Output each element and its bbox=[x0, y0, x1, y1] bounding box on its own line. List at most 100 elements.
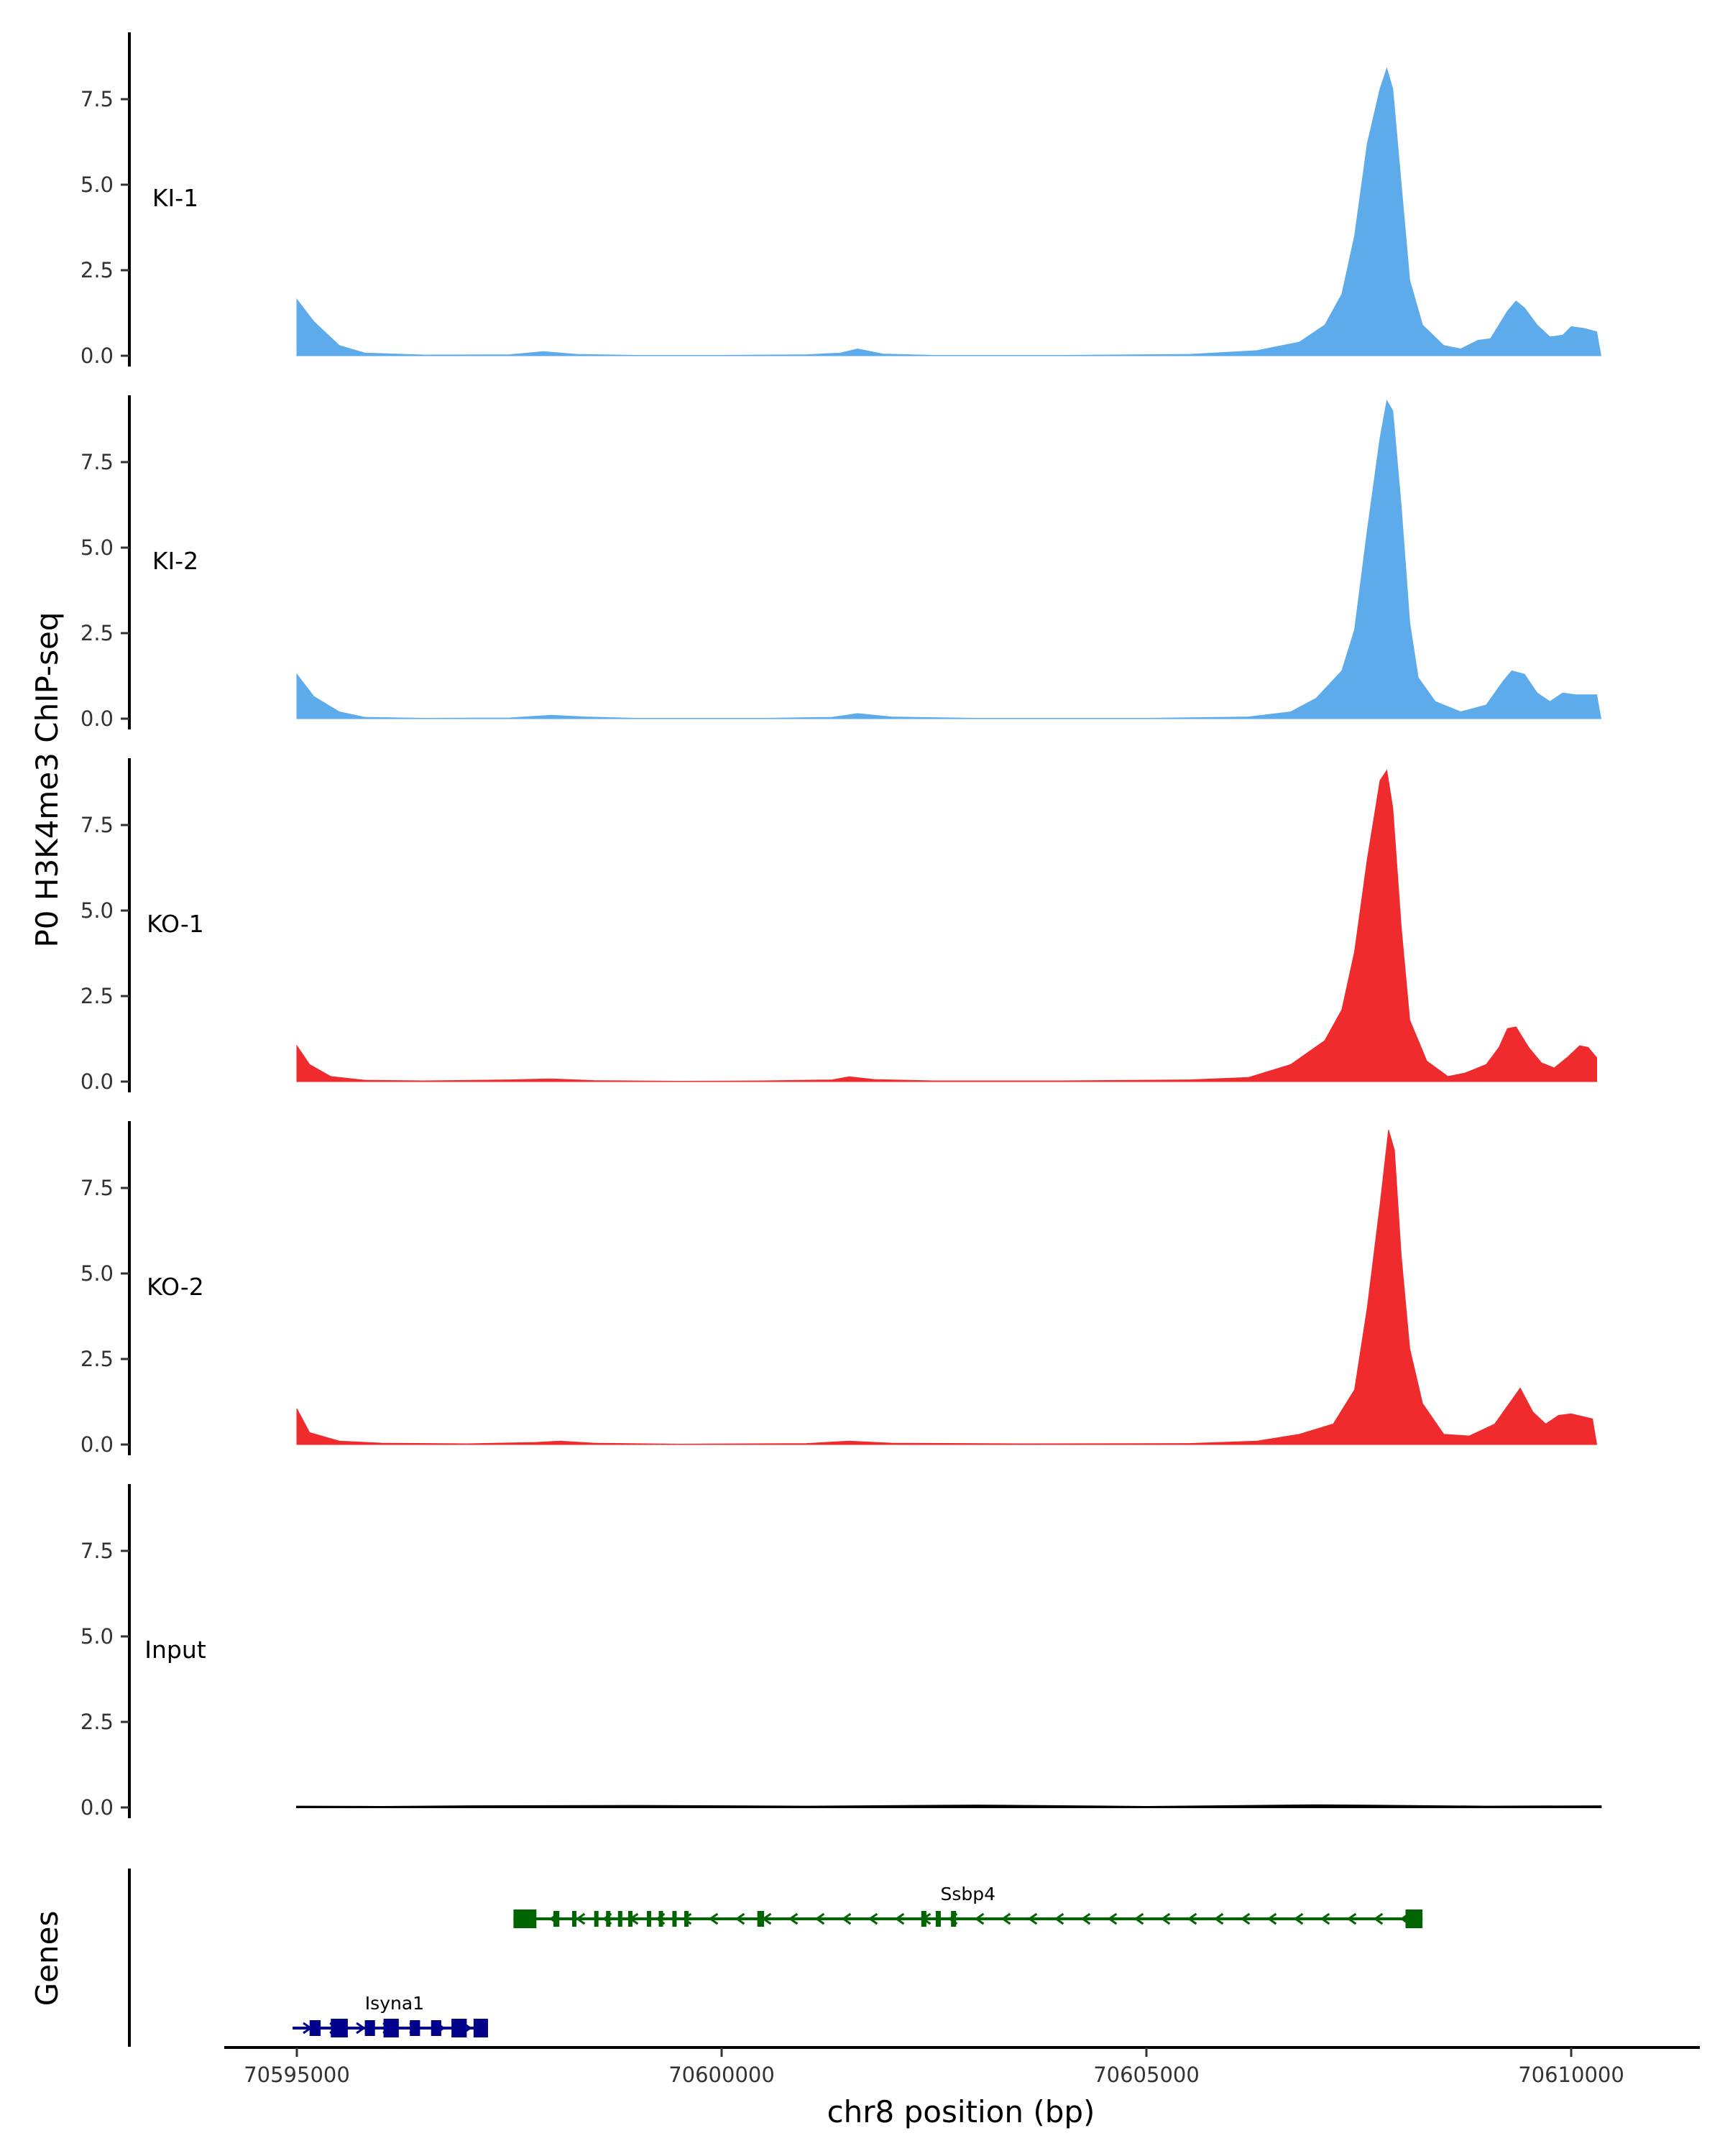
strand-chevron bbox=[841, 1912, 852, 1925]
strand-chevron bbox=[735, 1912, 745, 1925]
gene-exon bbox=[935, 1911, 941, 1927]
gene-exon bbox=[431, 2020, 441, 2036]
gene-exon bbox=[594, 1911, 599, 1927]
strand-chevron bbox=[1080, 1912, 1091, 1925]
gene-exon bbox=[553, 1911, 560, 1927]
coverage-area bbox=[296, 67, 1601, 356]
y-tick-label: 2.5 bbox=[80, 984, 114, 1008]
gene-exon bbox=[627, 1911, 632, 1927]
gene-exon bbox=[571, 1911, 576, 1927]
y-tick-label: 0.0 bbox=[80, 1069, 114, 1094]
y-tick-label: 2.5 bbox=[80, 258, 114, 282]
track-label: Input bbox=[144, 1636, 206, 1664]
y-tick-label: 5.0 bbox=[80, 1624, 114, 1649]
x-tick-label: 70595000 bbox=[244, 2063, 350, 2087]
x-tick-label: 70600000 bbox=[668, 2063, 775, 2087]
gene-exon bbox=[684, 1911, 689, 1927]
strand-chevron bbox=[868, 1912, 878, 1925]
y-tick-label: 7.5 bbox=[80, 813, 114, 837]
track-ki-2: 0.0 2.5 5.0 7.5 KI-2 bbox=[80, 395, 1601, 731]
strand-chevron bbox=[1187, 1912, 1197, 1925]
gene-exon bbox=[646, 1911, 651, 1927]
coverage-area bbox=[296, 1804, 1602, 1808]
strand-chevron bbox=[788, 1912, 799, 1925]
track-label: KI-2 bbox=[152, 547, 198, 575]
strand-chevron bbox=[1320, 1912, 1330, 1925]
gene-ssbp4: Ssbp4 bbox=[513, 1884, 1423, 1928]
y-tick-label: 5.0 bbox=[80, 535, 114, 560]
y-tick-label: 0.0 bbox=[80, 344, 114, 368]
gene-exon bbox=[364, 2020, 375, 2036]
y-tick-label: 2.5 bbox=[80, 1710, 114, 1734]
track-ko-2: 0.0 2.5 5.0 7.5 KO-2 bbox=[80, 1121, 1598, 1457]
y-tick-label: 5.0 bbox=[80, 898, 114, 923]
strand-chevron bbox=[1346, 1912, 1357, 1925]
x-tick-label: 70610000 bbox=[1518, 2063, 1624, 2087]
strand-chevron bbox=[681, 1912, 692, 1925]
track-label: KI-1 bbox=[152, 184, 198, 212]
gene-track: Ssbp4 Isyna1 bbox=[128, 1869, 1423, 2047]
gene-exon bbox=[410, 2020, 420, 2036]
y-tick-label: 2.5 bbox=[80, 1347, 114, 1371]
gene-exon bbox=[383, 2019, 399, 2037]
gene-exon bbox=[617, 1911, 622, 1927]
strand-chevron bbox=[1160, 1912, 1171, 1925]
coverage-tracks: 0.0 2.5 5.0 7.5 KI-1 0.0 2.5 5.0 7.5 KI-2 0.0 2.5 5.… bbox=[80, 32, 1602, 1820]
gene-exon bbox=[473, 2019, 488, 2037]
gene-exon bbox=[309, 2020, 321, 2036]
gene-exon bbox=[951, 1911, 957, 1927]
track-input: 0.0 2.5 5.0 7.5 Input bbox=[80, 1484, 1602, 1820]
coverage-area bbox=[296, 769, 1597, 1082]
x-axis: 70595000 70600000 70605000 70610000 bbox=[224, 2046, 1700, 2087]
track-label: KO-2 bbox=[147, 1273, 204, 1301]
gene-exon bbox=[1405, 1909, 1423, 1928]
track-ki-1: 0.0 2.5 5.0 7.5 KI-1 bbox=[80, 32, 1601, 368]
strand-chevron bbox=[1133, 1912, 1144, 1925]
track-label: KO-1 bbox=[147, 910, 204, 938]
y-tick-label: 7.5 bbox=[80, 1176, 114, 1200]
y-tick-label: 7.5 bbox=[80, 87, 114, 111]
strand-chevron bbox=[814, 1912, 825, 1925]
strand-chevron bbox=[1266, 1912, 1277, 1925]
y-tick-label: 7.5 bbox=[80, 450, 114, 474]
coverage-area bbox=[296, 399, 1601, 719]
gene-name-label: Ssbp4 bbox=[941, 1884, 996, 1904]
y-axis-title: P0 H3K4me3 ChIP-seq bbox=[29, 612, 65, 947]
strand-chevron bbox=[1240, 1912, 1251, 1925]
track-ko-1: 0.0 2.5 5.0 7.5 KO-1 bbox=[80, 758, 1597, 1094]
gene-name-label: Isyna1 bbox=[365, 1993, 424, 2014]
gene-exon bbox=[658, 1911, 663, 1927]
strand-chevron bbox=[894, 1912, 905, 1925]
y-tick-label: 0.0 bbox=[80, 1795, 114, 1820]
x-tick-label: 70605000 bbox=[1093, 2063, 1200, 2087]
y-tick-label: 0.0 bbox=[80, 1432, 114, 1457]
y-tick-label: 7.5 bbox=[80, 1539, 114, 1563]
strand-chevron bbox=[575, 1912, 586, 1925]
gene-exon bbox=[606, 1911, 611, 1927]
x-axis-title: chr8 position (bp) bbox=[827, 2094, 1095, 2129]
gene-exon bbox=[672, 1911, 677, 1927]
genes-axis-title: Genes bbox=[29, 1911, 65, 2007]
strand-chevron bbox=[708, 1912, 719, 1925]
y-tick-label: 0.0 bbox=[80, 706, 114, 731]
gene-exon bbox=[757, 1911, 765, 1927]
y-tick-label: 5.0 bbox=[80, 1261, 114, 1286]
gene-exon bbox=[921, 1911, 926, 1927]
y-tick-label: 2.5 bbox=[80, 621, 114, 645]
y-tick-label: 5.0 bbox=[80, 172, 114, 197]
strand-chevron bbox=[1213, 1912, 1224, 1925]
strand-chevron bbox=[1107, 1912, 1118, 1925]
strand-chevron bbox=[974, 1912, 985, 1925]
strand-chevron bbox=[1373, 1912, 1384, 1925]
coverage-area bbox=[296, 1129, 1598, 1445]
gene-isyna1: Isyna1 bbox=[293, 1993, 488, 2037]
gene-exon bbox=[331, 2019, 348, 2037]
gene-exon bbox=[513, 1909, 537, 1928]
strand-chevron bbox=[356, 2022, 366, 2035]
strand-chevron bbox=[1000, 1912, 1011, 1925]
strand-chevron bbox=[1054, 1912, 1064, 1925]
gene-exon bbox=[451, 2019, 467, 2037]
strand-chevron bbox=[1027, 1912, 1038, 1925]
strand-chevron bbox=[1293, 1912, 1304, 1925]
